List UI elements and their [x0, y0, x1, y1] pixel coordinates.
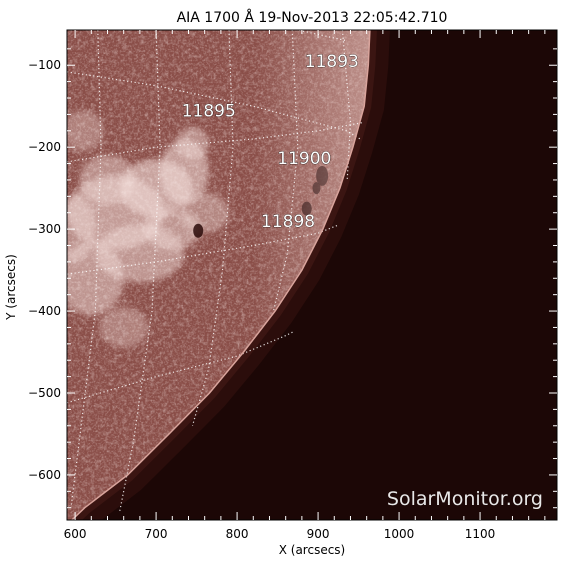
y-axis-label: Y (arcsecs) — [4, 254, 18, 321]
grid-meridian — [341, 30, 352, 180]
x-tick-label: 700 — [145, 527, 168, 541]
grid-meridian — [70, 30, 102, 508]
grid-meridian — [119, 30, 161, 512]
x-tick-label: 800 — [226, 527, 249, 541]
y-tick-label: −600 — [28, 468, 61, 482]
watermark: SolarMonitor.org — [387, 488, 543, 510]
x-tick-label: 600 — [64, 527, 87, 541]
y-tick-label: −400 — [28, 304, 61, 318]
x-tick-label: 900 — [307, 527, 330, 541]
x-axis-label: X (arcsecs) — [279, 543, 346, 557]
y-tick-label: −200 — [28, 140, 61, 154]
y-tick-label: −100 — [28, 58, 61, 72]
x-axis: 600 700 800 900 1000 1100 — [64, 30, 546, 541]
x-tick-label: 1000 — [384, 527, 415, 541]
active-region-labels: 11893 11895 11900 11898 — [181, 52, 359, 232]
grid-parallel — [67, 330, 295, 404]
region-label: 11898 — [261, 212, 315, 232]
chart-title: AIA 1700 Å 19-Nov-2013 22:05:42.710 — [177, 9, 448, 26]
x-tick-label: 1100 — [465, 527, 496, 541]
region-label: 11900 — [277, 149, 331, 169]
plot-area — [67, 30, 557, 520]
y-axis: −100 −200 −300 −400 −500 −600 — [28, 48, 557, 509]
region-label: 11893 — [305, 52, 359, 72]
region-label: 11895 — [182, 101, 236, 121]
plot-frame — [66, 29, 558, 521]
y-tick-label: −500 — [28, 386, 61, 400]
y-tick-label: −300 — [28, 222, 61, 236]
sunspot — [193, 223, 204, 238]
solar-limb — [71, 30, 371, 520]
